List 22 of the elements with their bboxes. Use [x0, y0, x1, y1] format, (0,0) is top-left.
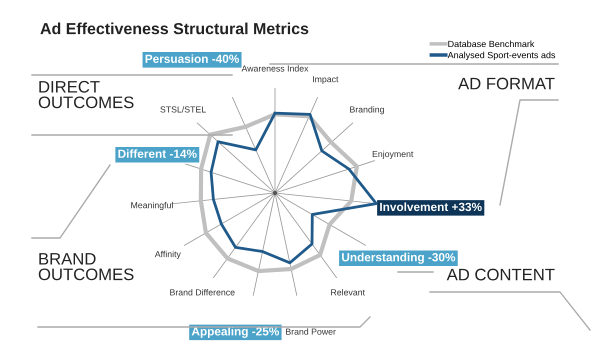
spoke-label: Involvement +33%: [380, 202, 482, 212]
spoke-label: STSL/STEL: [160, 106, 206, 113]
spoke-label: Appealing -25%: [192, 326, 280, 338]
spoke-label: Different -14%: [118, 149, 197, 158]
spoke-label: Persuasion -40%: [146, 54, 239, 63]
legend-label: Analysed Sport-events ads: [448, 52, 556, 60]
spoke-label: Awareness Index: [242, 65, 308, 72]
spoke-label: Brand Power: [286, 328, 336, 335]
text: AD FORMAT: [458, 78, 555, 90]
spoke-label: Affinity: [154, 250, 181, 259]
spoke-label: Impact: [313, 76, 338, 84]
spoke-label: Brand Difference: [170, 289, 235, 296]
text: BRAND OUTCOMES: [38, 253, 134, 280]
spoke-label: Meaningful: [131, 202, 173, 210]
chart-title: Ad Effectiveness Structural Metrics: [40, 22, 308, 34]
text: AD CONTENT: [446, 268, 555, 280]
text: DIRECT OUTCOMES: [38, 80, 134, 108]
legend-label: Database Benchmark: [448, 40, 534, 48]
spoke-label: Relevant: [331, 289, 365, 296]
spoke-label: Understanding -30%: [342, 252, 456, 264]
spoke-label: Branding: [350, 106, 384, 114]
spoke-label: Enjoyment: [372, 150, 414, 159]
